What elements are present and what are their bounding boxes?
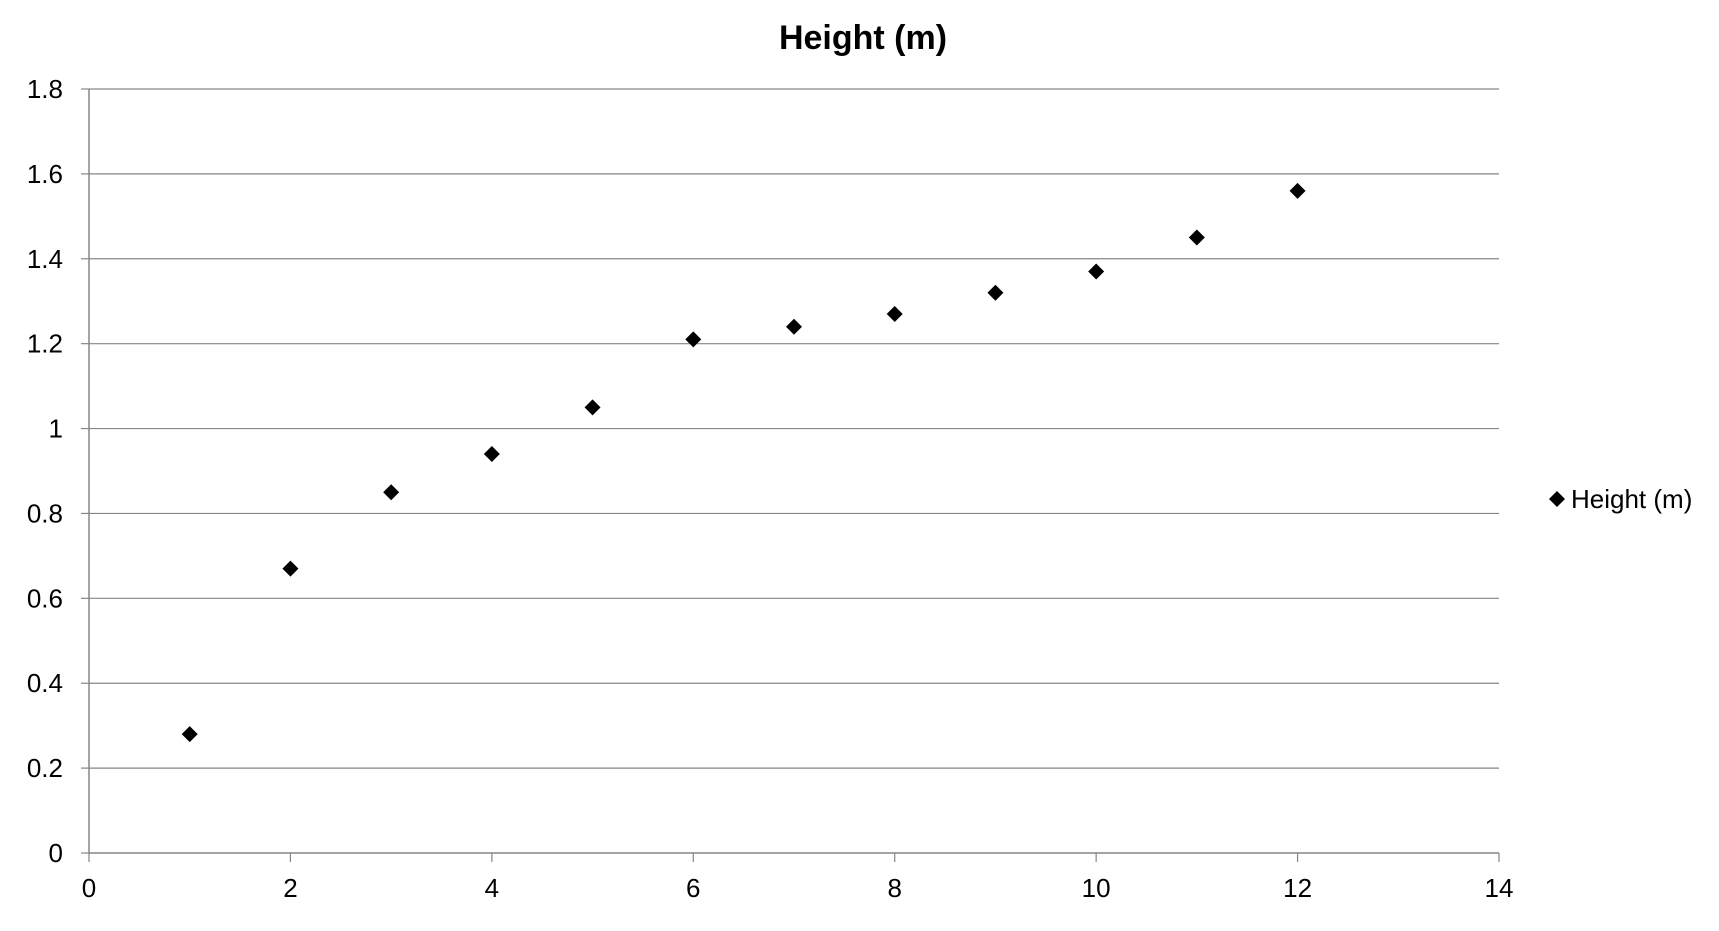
x-tick-label: 8 bbox=[887, 873, 901, 903]
y-tick-label: 0.6 bbox=[27, 583, 63, 613]
y-tick-label: 1.6 bbox=[27, 159, 63, 189]
data-point bbox=[987, 284, 1004, 301]
data-point bbox=[483, 446, 500, 463]
y-tick-label: 0.2 bbox=[27, 753, 63, 783]
data-point bbox=[1188, 229, 1205, 246]
legend-marker-diamond bbox=[1549, 491, 1565, 507]
y-tick-label: 1.2 bbox=[27, 329, 63, 359]
x-tick-label: 0 bbox=[82, 873, 96, 903]
data-point bbox=[886, 305, 903, 322]
axes bbox=[81, 88, 1500, 862]
x-tick-label: 2 bbox=[283, 873, 297, 903]
y-tick-label: 1.4 bbox=[27, 244, 63, 274]
data-point bbox=[383, 484, 400, 501]
data-point bbox=[1289, 182, 1306, 199]
legend-label: Height (m) bbox=[1571, 484, 1692, 514]
data-point bbox=[584, 399, 601, 416]
chart-title: Height (m) bbox=[779, 19, 947, 57]
data-point bbox=[1088, 263, 1105, 280]
x-tick-label: 10 bbox=[1082, 873, 1111, 903]
y-tick-label: 1 bbox=[49, 414, 63, 444]
tick-labels: 0 0.2 0.4 0.6 0.8 1 1.2 1.4 1.6 1.8 0 2 4 6 8 10 12 14 bbox=[27, 74, 1514, 903]
data-points bbox=[181, 182, 1306, 743]
data-point bbox=[282, 560, 299, 577]
x-tick-label: 12 bbox=[1283, 873, 1312, 903]
gridlines bbox=[89, 88, 1499, 769]
x-tick-label: 6 bbox=[686, 873, 700, 903]
y-tick-label: 1.8 bbox=[27, 74, 63, 104]
data-point bbox=[181, 726, 198, 743]
y-tick-label: 0 bbox=[49, 838, 63, 868]
y-tick-label: 0.4 bbox=[27, 668, 63, 698]
data-point bbox=[786, 318, 802, 335]
legend: Height (m) bbox=[1549, 484, 1692, 514]
x-tick-label: 14 bbox=[1485, 873, 1514, 903]
y-tick-label: 0.8 bbox=[27, 498, 63, 528]
data-point bbox=[685, 331, 702, 348]
x-tick-label: 4 bbox=[485, 873, 499, 903]
